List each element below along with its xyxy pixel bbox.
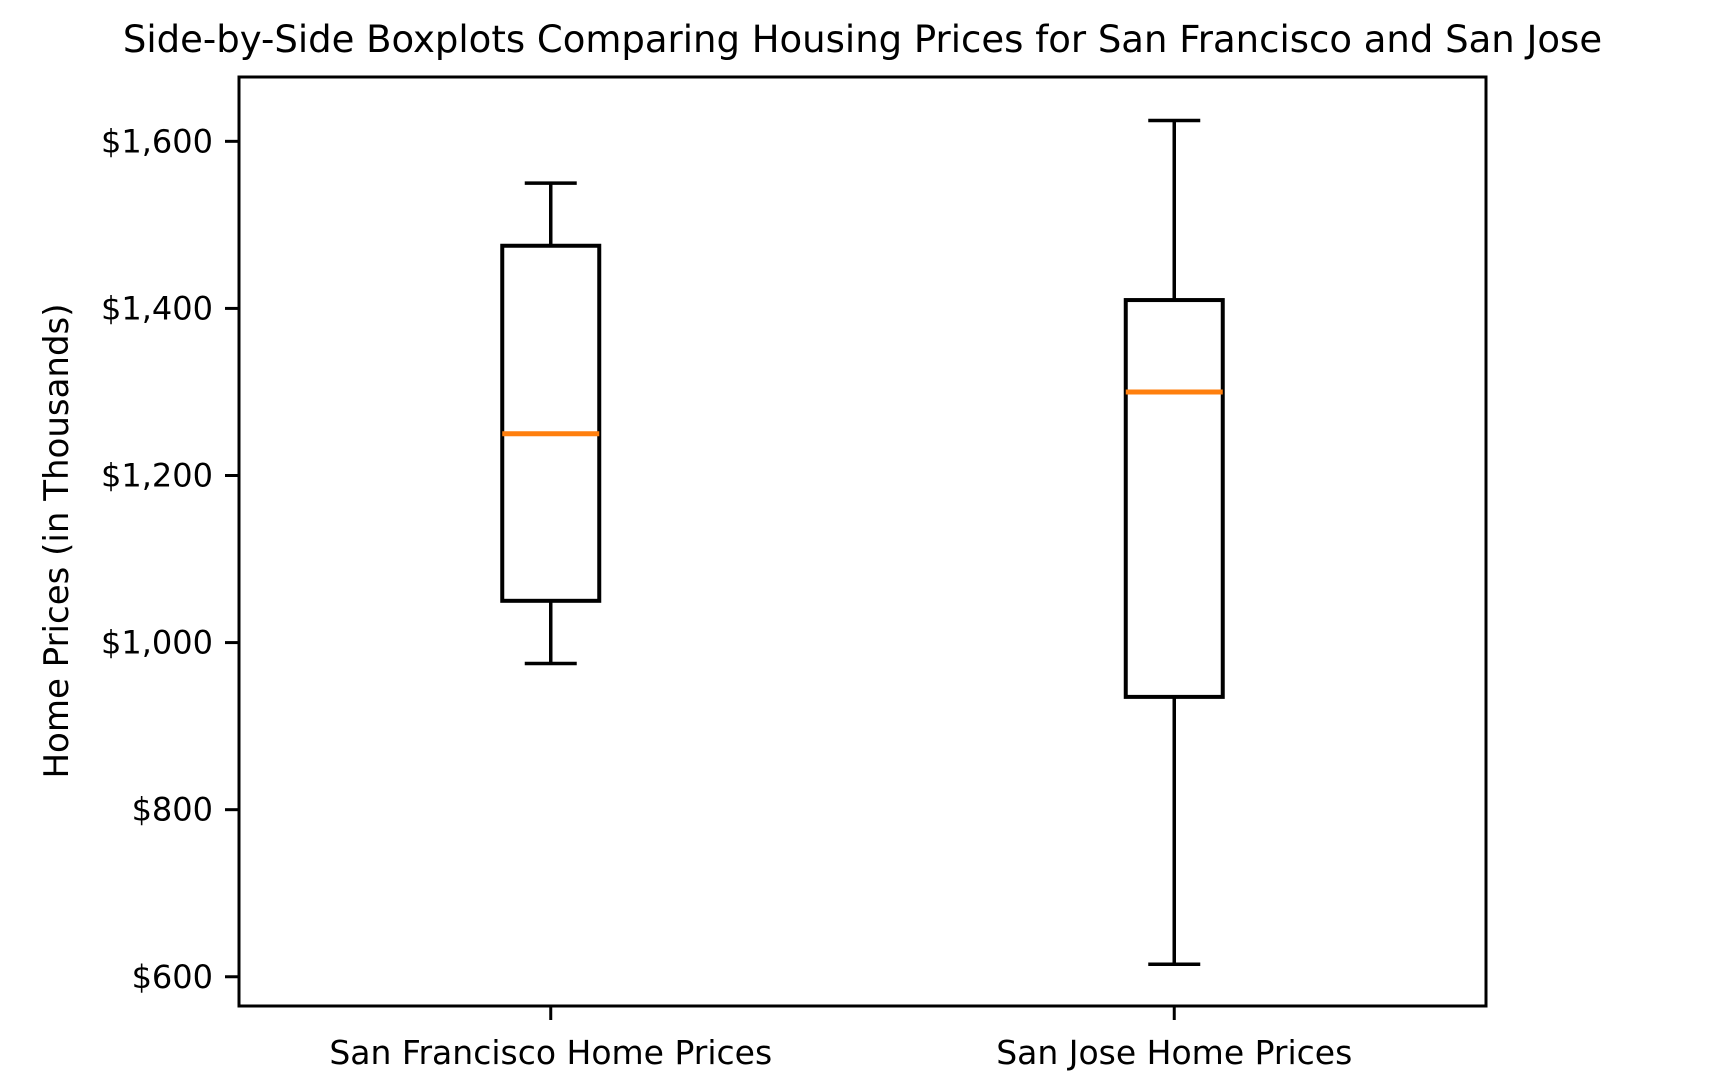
- iqr-box: [500, 243, 602, 603]
- y-tick-label: $1,200: [101, 457, 213, 495]
- y-tick-label: $1,600: [101, 122, 213, 160]
- x-category-label: San Jose Home Prices: [996, 1033, 1352, 1072]
- y-tick-label: $600: [132, 958, 213, 996]
- y-tick-label: $1,000: [101, 624, 213, 662]
- boxplot-san-jose-home-prices: [1123, 118, 1225, 966]
- y-tick-label: $1,400: [101, 289, 213, 327]
- chart-title: Side-by-Side Boxplots Comparing Housing …: [122, 18, 1603, 61]
- y-tick-label: $800: [132, 791, 213, 829]
- boxplot-san-francisco-home-prices: [500, 181, 602, 666]
- x-category-label: San Francisco Home Prices: [329, 1033, 772, 1072]
- plot-frame: [237, 75, 1488, 1008]
- iqr-box: [1123, 298, 1225, 699]
